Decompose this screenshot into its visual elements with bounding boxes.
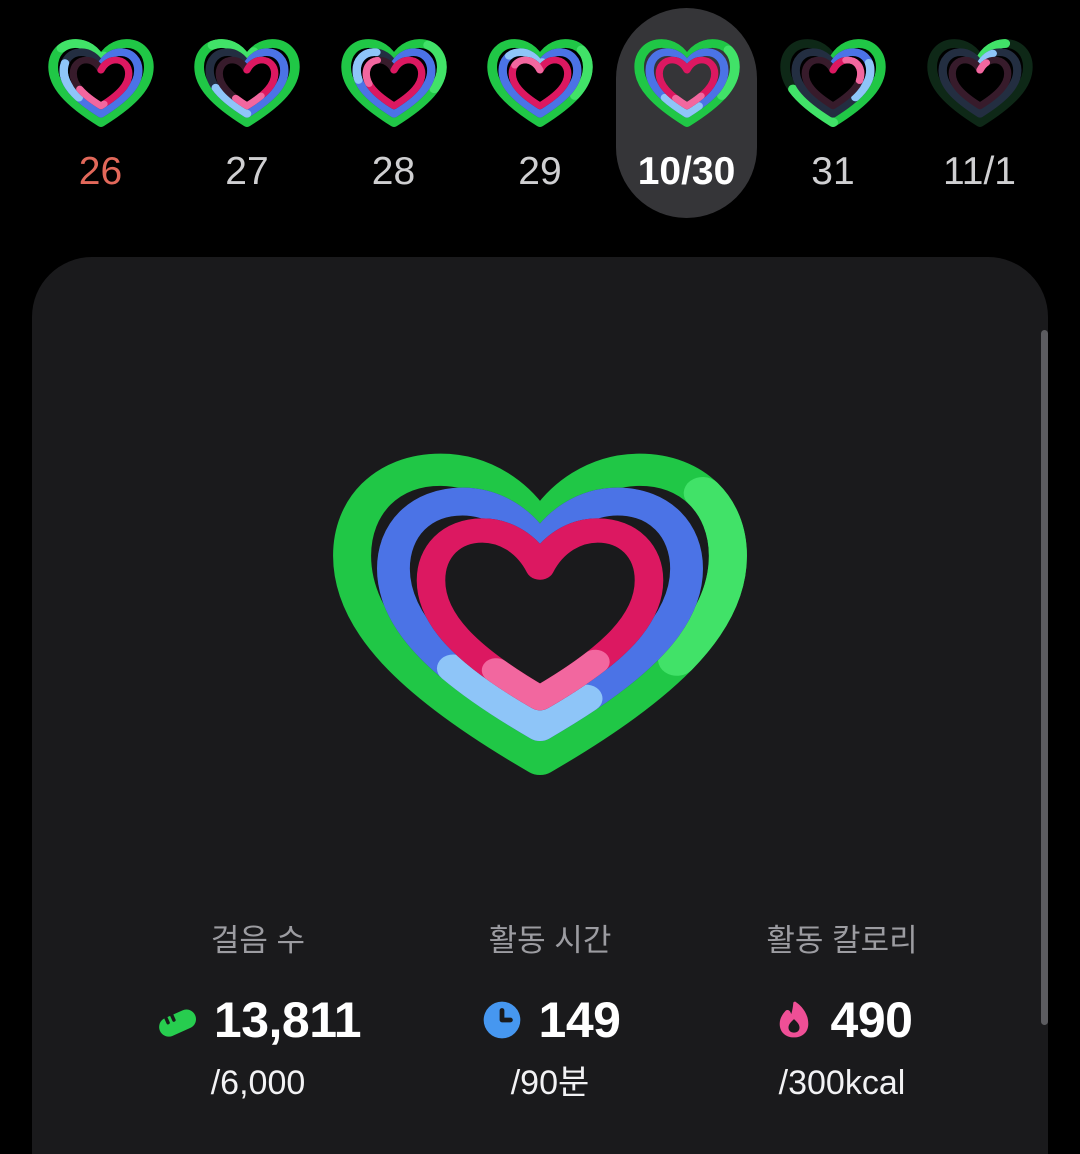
stat-value: 13,811 <box>213 992 362 1048</box>
day-label: 31 <box>811 150 855 193</box>
stat-goal: /90분 <box>510 1064 590 1102</box>
date-strip: 26 27 28 29 10/30 31 11/1 <box>30 8 1050 218</box>
activity-rings-heart-icon <box>192 34 302 134</box>
activity-rings-heart-icon <box>778 34 888 134</box>
activity-rings-heart-icon <box>632 34 742 134</box>
hero-activity-rings-heart <box>324 435 756 801</box>
stat-value: 149 <box>538 992 621 1048</box>
day-item-29[interactable]: 29 <box>470 8 611 218</box>
day-label: 10/30 <box>637 150 736 193</box>
day-item-27[interactable]: 27 <box>177 8 318 218</box>
day-label: 11/1 <box>942 150 1016 193</box>
stat-active-time[interactable]: 활동 시간 149 /90분 <box>404 923 696 1103</box>
day-item-26[interactable]: 26 <box>30 8 171 218</box>
activity-rings-heart-icon <box>925 34 1035 134</box>
day-item-11-1[interactable]: 11/1 <box>909 8 1050 218</box>
day-label: 27 <box>225 150 269 193</box>
stat-goal: /6,000 <box>210 1064 306 1102</box>
day-label: 26 <box>78 150 123 193</box>
shoe-icon <box>155 998 199 1042</box>
stat-label: 활동 시간 <box>488 923 612 958</box>
day-item-31[interactable]: 31 <box>763 8 904 218</box>
day-item-10-30-selected[interactable]: 10/30 <box>616 8 757 218</box>
clock-icon <box>480 998 524 1042</box>
day-item-28[interactable]: 28 <box>323 8 464 218</box>
flame-icon <box>772 998 816 1042</box>
day-label: 28 <box>371 150 416 193</box>
day-label: 29 <box>518 150 562 193</box>
stat-goal: /300kcal <box>778 1064 906 1102</box>
daily-activity-card: 걸음 수 13,811 /6,000 활동 시간 149 /90분 활동 칼로리 <box>32 257 1048 1154</box>
stat-label: 활동 칼로리 <box>766 923 918 958</box>
stat-label: 걸음 수 <box>210 923 306 958</box>
activity-rings-heart-icon <box>46 34 156 134</box>
stats-row: 걸음 수 13,811 /6,000 활동 시간 149 /90분 활동 칼로리 <box>112 923 988 1103</box>
stat-active-calories[interactable]: 활동 칼로리 490 /300kcal <box>696 923 988 1103</box>
activity-rings-heart-icon <box>339 34 449 134</box>
stat-value: 490 <box>830 992 913 1048</box>
activity-rings-heart-icon <box>485 34 595 134</box>
scrollbar[interactable] <box>1041 330 1048 1025</box>
stat-steps[interactable]: 걸음 수 13,811 /6,000 <box>112 923 404 1103</box>
